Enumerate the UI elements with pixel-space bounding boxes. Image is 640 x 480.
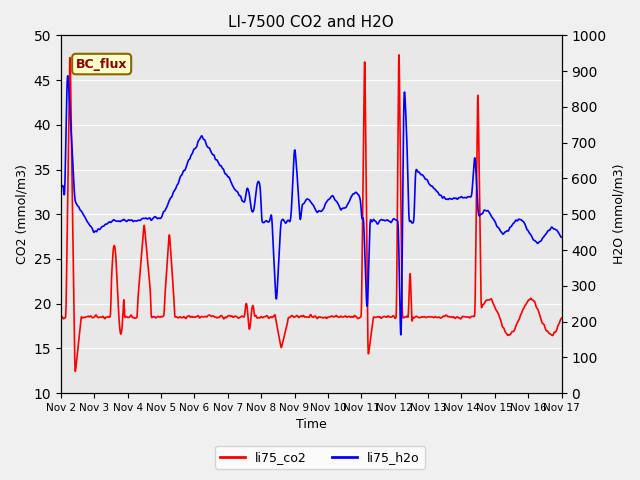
Legend: li75_co2, li75_h2o: li75_co2, li75_h2o: [215, 446, 425, 469]
Title: LI-7500 CO2 and H2O: LI-7500 CO2 and H2O: [228, 15, 394, 30]
Text: BC_flux: BC_flux: [76, 58, 127, 71]
X-axis label: Time: Time: [296, 419, 326, 432]
Y-axis label: CO2 (mmol/m3): CO2 (mmol/m3): [15, 164, 28, 264]
Y-axis label: H2O (mmol/m3): H2O (mmol/m3): [612, 164, 625, 264]
